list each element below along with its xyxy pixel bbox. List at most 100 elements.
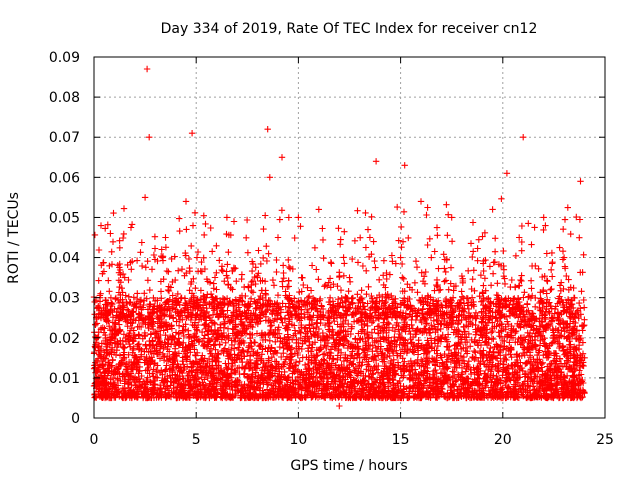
data-point <box>514 379 521 386</box>
data-point <box>266 337 273 344</box>
data-point <box>506 339 513 346</box>
data-point <box>192 352 199 359</box>
data-point <box>581 304 588 311</box>
data-point <box>120 331 128 338</box>
data-point <box>539 322 546 329</box>
data-point <box>145 324 152 332</box>
data-point <box>408 316 415 324</box>
data-point <box>211 341 218 348</box>
data-point <box>517 324 524 331</box>
data-point <box>493 323 500 330</box>
data-point <box>320 394 328 401</box>
data-point <box>296 358 303 365</box>
data-point <box>130 315 137 323</box>
data-point <box>124 323 131 330</box>
data-point <box>349 348 356 355</box>
data-point <box>214 350 221 357</box>
data-point <box>581 316 588 323</box>
data-point <box>99 360 107 368</box>
data-point <box>276 343 283 351</box>
data-point <box>314 314 321 321</box>
data-point <box>266 377 274 384</box>
data-point <box>422 361 430 368</box>
data-point <box>453 377 460 384</box>
data-point <box>160 344 167 351</box>
data-point <box>393 347 400 354</box>
data-point <box>375 352 382 359</box>
data-point <box>371 326 378 333</box>
data-point <box>289 370 296 377</box>
data-point <box>338 295 345 302</box>
data-point <box>268 354 276 361</box>
data-point <box>237 382 245 389</box>
data-point <box>532 303 539 310</box>
data-point <box>288 350 296 357</box>
data-point <box>348 323 356 330</box>
data-point <box>321 350 328 357</box>
data-point <box>580 322 587 330</box>
data-point <box>508 354 515 361</box>
data-point <box>230 302 238 309</box>
data-point <box>580 362 587 370</box>
data-point <box>141 348 148 355</box>
data-point <box>490 335 497 343</box>
data-point <box>184 363 191 370</box>
data-point <box>326 294 334 301</box>
data-point <box>527 337 534 344</box>
data-point <box>269 311 276 318</box>
data-point <box>396 330 403 338</box>
data-point <box>373 348 381 355</box>
data-points <box>90 65 588 410</box>
data-point <box>125 384 132 391</box>
data-point <box>144 361 151 368</box>
data-point <box>570 331 578 338</box>
data-point <box>265 344 272 351</box>
data-point <box>339 341 347 348</box>
data-point <box>154 314 162 322</box>
data-point <box>485 295 492 302</box>
data-point <box>282 303 289 310</box>
data-point <box>167 382 174 389</box>
data-point <box>321 342 328 349</box>
data-point <box>551 338 559 345</box>
data-point <box>350 318 358 325</box>
data-point <box>451 349 458 356</box>
data-point <box>301 361 309 369</box>
data-point <box>91 394 98 401</box>
data-point <box>566 344 574 352</box>
data-point <box>222 360 229 367</box>
data-point <box>345 320 352 328</box>
data-point <box>106 323 113 330</box>
data-point <box>370 370 377 377</box>
chart-title: Day 334 of 2019, Rate Of TEC Index for r… <box>161 21 538 37</box>
data-point <box>500 346 507 353</box>
data-point <box>211 320 219 328</box>
data-point <box>472 349 479 356</box>
data-point <box>253 330 261 337</box>
data-point <box>128 324 135 332</box>
data-point <box>143 376 150 384</box>
data-point <box>524 301 531 308</box>
data-point <box>224 325 232 332</box>
data-point <box>92 321 99 328</box>
data-point <box>499 372 506 379</box>
data-point <box>505 369 513 376</box>
data-point <box>165 340 172 347</box>
data-point <box>493 372 500 380</box>
data-point <box>488 329 495 336</box>
data-point <box>231 338 239 345</box>
data-point <box>445 346 453 354</box>
data-point <box>576 299 583 307</box>
data-point <box>116 352 124 359</box>
data-point <box>471 347 478 355</box>
data-point <box>319 329 326 337</box>
data-point <box>279 300 286 307</box>
data-point <box>542 315 549 323</box>
data-point <box>318 374 325 381</box>
data-point <box>178 294 185 301</box>
data-point <box>349 294 357 302</box>
data-point <box>505 370 512 377</box>
data-point <box>223 364 230 371</box>
data-point <box>345 298 352 306</box>
